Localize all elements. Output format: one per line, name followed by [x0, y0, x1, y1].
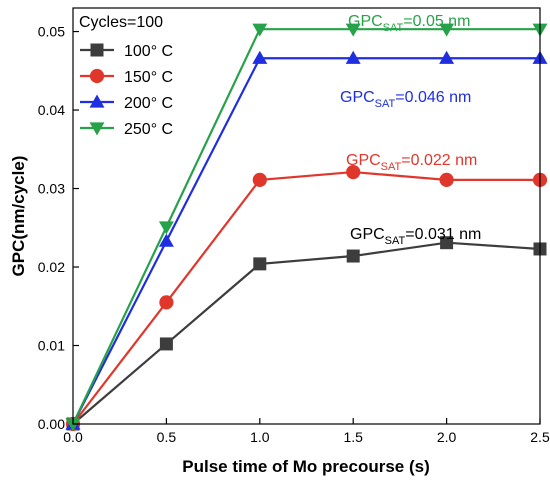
- data-point-100-c: [440, 236, 454, 250]
- legend-marker-150-c: [89, 68, 105, 84]
- data-point-150-c: [159, 295, 174, 310]
- data-point-150-c: [346, 164, 361, 180]
- x-tick-label: 1.5: [343, 429, 363, 445]
- x-tick-label: 0.0: [63, 429, 83, 445]
- series-line-100-c: [72, 241, 541, 425]
- y-tick-label: 0.01: [38, 338, 65, 354]
- data-point-200-c: [439, 50, 455, 64]
- data-point-200-c: [345, 50, 361, 64]
- data-point-250-c: [158, 221, 174, 235]
- legend-marker-100-c: [90, 43, 104, 57]
- legend-label-250-c: 250° C: [124, 121, 173, 138]
- legend-marker-250-c: [89, 122, 105, 136]
- gpc-sat-annotation: GPCSAT=0.031 nm: [350, 226, 481, 247]
- data-point-250-c: [252, 23, 268, 37]
- gpc-sat-annotation: GPCSAT=0.046 nm: [340, 89, 471, 110]
- legend-marker-200-c: [89, 94, 105, 108]
- data-point-100-c: [253, 257, 267, 271]
- data-point-250-c: [65, 418, 81, 432]
- data-point-200-c: [252, 50, 268, 64]
- legend: Cycles=100 100° C 150° C 200° C 250° C: [79, 14, 173, 138]
- x-tick-label: 0.5: [157, 429, 177, 445]
- plot-frame: [72, 7, 541, 425]
- data-point-100-c: [346, 249, 360, 263]
- data-point-250-c: [345, 23, 361, 37]
- y-tick-label: 0.00: [38, 416, 65, 432]
- data-point-150-c: [252, 172, 267, 187]
- series-line-250-c: [72, 28, 540, 425]
- x-tick-label: 1.0: [250, 429, 270, 445]
- gpc-sat-annotation: GPCSAT=0.022 nm: [346, 152, 477, 173]
- y-tick-label: 0.03: [38, 181, 65, 197]
- legend-label-150-c: 150° C: [124, 69, 173, 86]
- gpc-sat-annotation: GPCSAT=0.05 nm: [348, 13, 470, 34]
- x-tick-label: 2.0: [437, 429, 457, 445]
- legend-label-200-c: 200° C: [124, 95, 173, 112]
- data-point-100-c: [159, 337, 173, 351]
- data-point-150-c: [439, 172, 454, 187]
- series-line-150-c: [72, 170, 540, 425]
- legend-label-100-c: 100° C: [124, 43, 173, 60]
- legend-title: Cycles=100: [79, 14, 163, 31]
- y-tick-label: 0.04: [38, 102, 65, 118]
- series-line-200-c: [72, 57, 540, 425]
- y-axis-title: GPC(nm/cycle): [9, 156, 28, 277]
- y-tick-label: 0.02: [38, 259, 65, 275]
- x-tick-label: 2.5: [530, 429, 550, 445]
- x-axis-title: Pulse time of Mo precourse (s): [182, 457, 430, 476]
- data-point-200-c: [158, 233, 174, 247]
- y-tick-label: 0.05: [38, 24, 65, 40]
- data-point-250-c: [439, 23, 455, 37]
